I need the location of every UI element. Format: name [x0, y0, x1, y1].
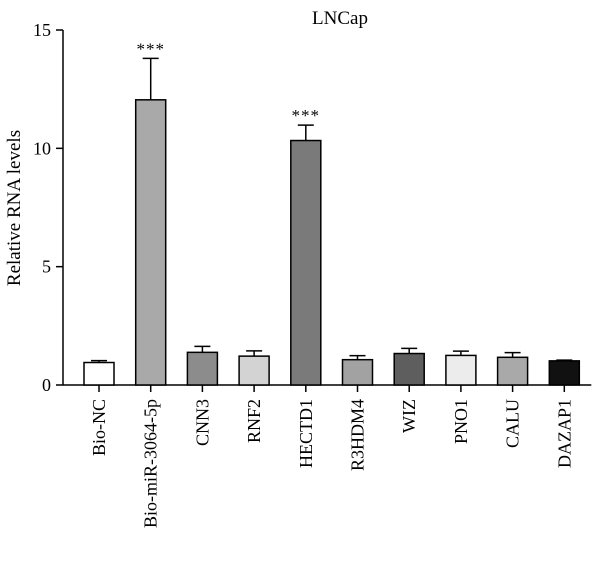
x-tick-label: PNO1 — [451, 399, 471, 444]
significance-label: *** — [136, 39, 165, 58]
bar-pno1 — [445, 354, 477, 386]
bar-wiz — [393, 352, 425, 386]
chart-title: LNCap — [312, 8, 368, 29]
bar-dazap1 — [548, 360, 581, 386]
x-tick-label: HECTD1 — [296, 399, 316, 468]
x-tick-label: DAZAP1 — [554, 399, 574, 468]
y-axis-label: Relative RNA levels — [4, 130, 25, 286]
y-tick-label: 5 — [42, 257, 51, 277]
x-tick-label: Bio-miR-3064-5p — [141, 399, 161, 528]
y-tick-label: 10 — [33, 138, 51, 158]
y-tick-label: 15 — [33, 20, 51, 40]
bar-bio-nc — [83, 361, 115, 386]
x-tick-label: Bio-NC — [89, 399, 109, 456]
bar-r3hdm4 — [341, 358, 374, 386]
plot-area: 0 5 10 15 Bio-NC Bio-miR-3064-5p *** CNN3 RNF2 HE… — [33, 20, 592, 528]
x-tick-label: R3HDM4 — [348, 399, 368, 471]
x-tick-label: CALU — [503, 399, 523, 448]
bar-hectd1 — [290, 139, 322, 386]
bar-calu — [496, 356, 529, 386]
y-tick-label: 0 — [42, 375, 51, 395]
significance-label: *** — [292, 106, 321, 125]
x-tick-label: RNF2 — [244, 399, 264, 443]
x-tick-label: CNN3 — [192, 399, 212, 446]
bar-cnn3 — [186, 351, 219, 386]
x-tick-label: WIZ — [399, 399, 419, 433]
bar-bio-mir-3064-5p — [134, 99, 167, 386]
bar-rnf2 — [238, 355, 270, 386]
